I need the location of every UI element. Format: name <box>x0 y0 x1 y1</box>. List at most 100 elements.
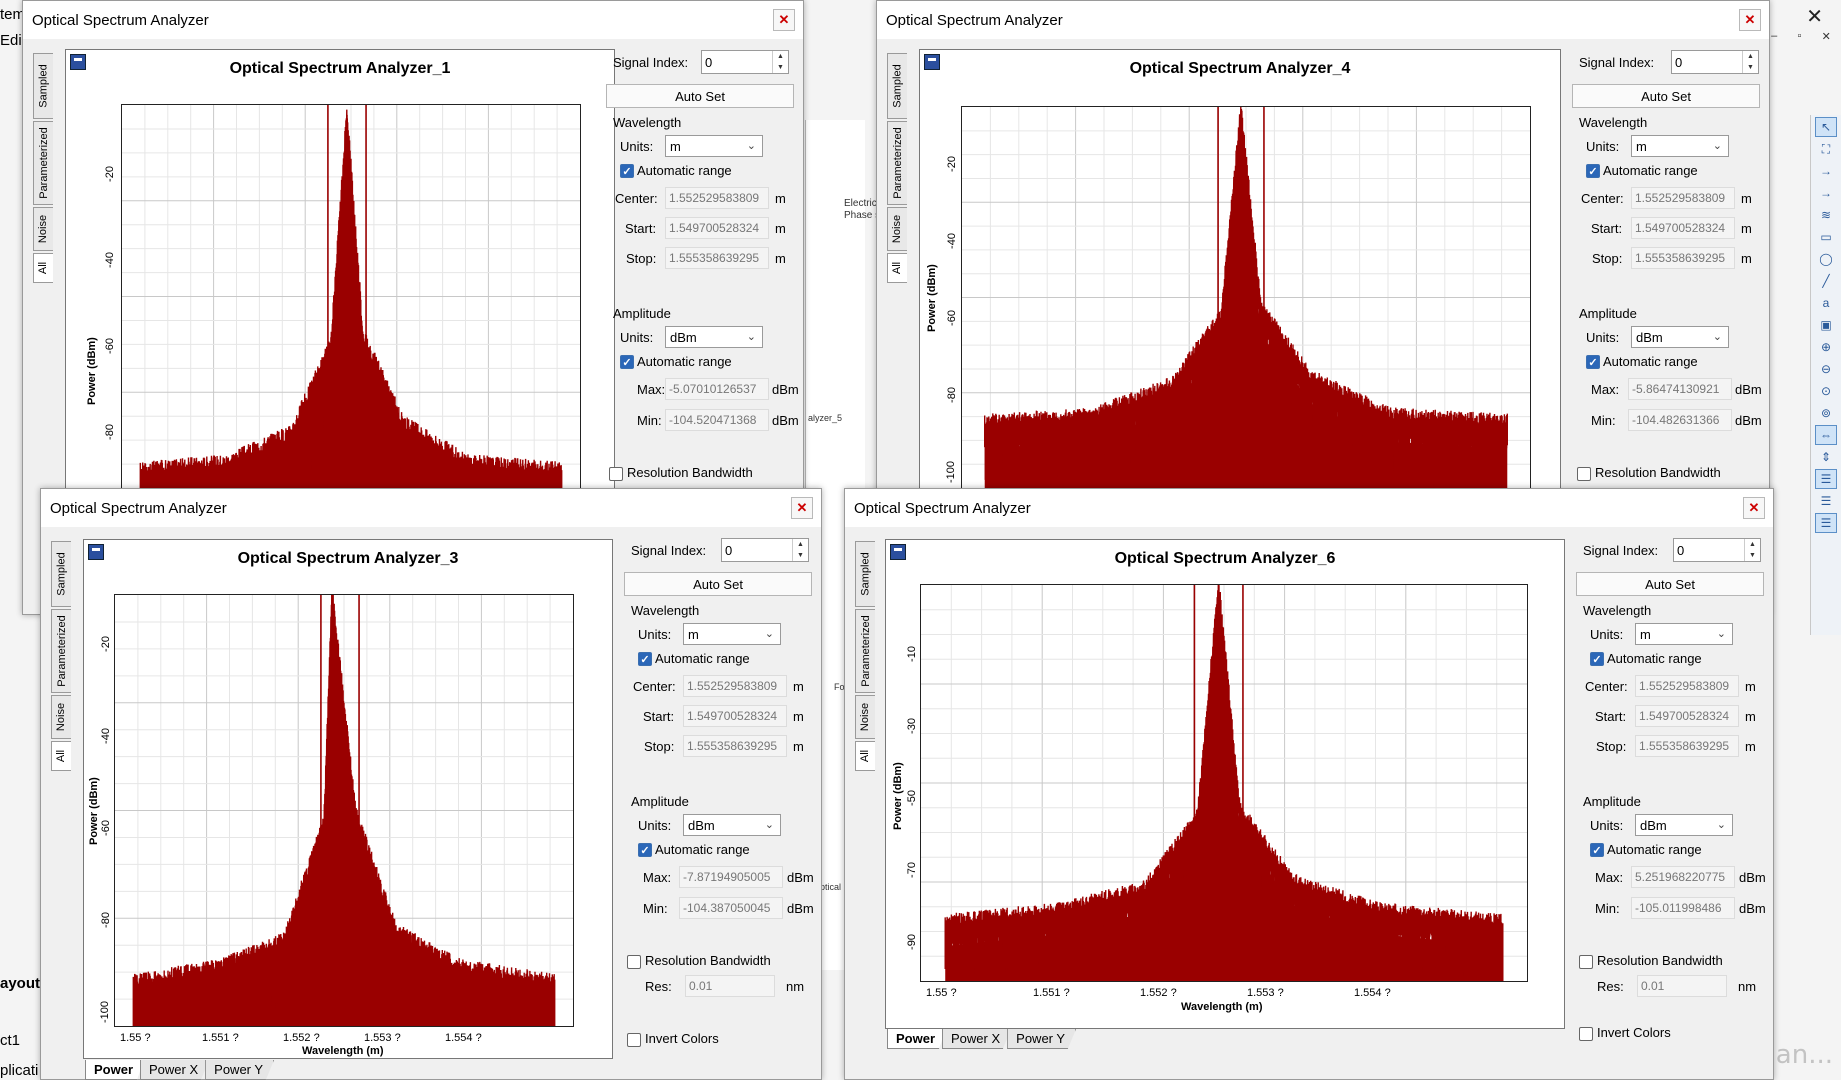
max-field[interactable]: -5.86474130921 <box>1628 378 1732 400</box>
amplitude-auto-range-checkbox[interactable]: ✓ <box>620 355 634 369</box>
start-field[interactable]: 1.549700528324 <box>665 217 769 239</box>
zoom-out-icon[interactable]: ⊖ <box>1820 362 1832 376</box>
image-tool-icon[interactable]: ▣ <box>1820 318 1832 332</box>
wavelength-auto-range-checkbox[interactable]: ✓ <box>638 652 652 666</box>
amplitude-units-select[interactable]: dBm ⌄ <box>665 326 763 348</box>
ellipse-tool-icon[interactable]: ◯ <box>1819 252 1833 266</box>
graph-menu-icon[interactable] <box>70 54 86 70</box>
tab-power-y[interactable]: Power Y <box>1007 1029 1077 1049</box>
graph-menu-icon[interactable] <box>890 544 906 560</box>
fit-width-icon[interactable]: ⇔ <box>1815 425 1837 445</box>
tab-noise[interactable]: Noise <box>855 695 875 739</box>
stop-field[interactable]: 1.555358639295 <box>1635 735 1739 757</box>
mdi-window-controls[interactable]: – ▫ ✕ <box>1771 30 1831 43</box>
auto-set-button[interactable]: Auto Set <box>1572 84 1760 108</box>
link-tool-icon[interactable]: → <box>1820 164 1832 178</box>
amplitude-units-select[interactable]: dBm ⌄ <box>683 814 781 836</box>
layer3-icon[interactable]: ☰ <box>1815 513 1837 533</box>
start-field[interactable]: 1.549700528324 <box>1631 217 1735 239</box>
amplitude-units-select[interactable]: dBm ⌄ <box>1631 326 1729 348</box>
window-title[interactable]: Optical Spectrum Analyzer <box>23 1 803 39</box>
tab-noise[interactable]: Noise <box>51 695 71 739</box>
bg-tab-ct1[interactable]: ct1 <box>0 1032 21 1049</box>
min-field[interactable]: -104.482631366 <box>1628 409 1732 431</box>
center-field[interactable]: 1.552529583809 <box>1631 187 1735 209</box>
min-field[interactable]: -104.387050045 <box>679 897 783 919</box>
tab-all[interactable]: All <box>51 741 71 771</box>
rectangle-tool-icon[interactable]: ▭ <box>1820 230 1832 244</box>
tab-power-y[interactable]: Power Y <box>205 1060 275 1080</box>
signal-index-spinner[interactable]: 0 ▲ ▼ <box>721 538 809 562</box>
min-field[interactable]: -104.520471368 <box>665 409 769 431</box>
wavelength-auto-range-checkbox[interactable]: ✓ <box>620 164 634 178</box>
graph-menu-icon[interactable] <box>924 54 940 70</box>
stop-field[interactable]: 1.555358639295 <box>665 247 769 269</box>
pointer-tool-icon[interactable]: ↖ <box>1815 117 1837 137</box>
wavelength-units-select[interactable]: m ⌄ <box>1631 135 1729 157</box>
start-field[interactable]: 1.549700528324 <box>683 705 787 727</box>
spectrum-plot[interactable] <box>114 594 574 1027</box>
invert-colors-checkbox[interactable] <box>1579 1027 1593 1041</box>
tab-power[interactable]: Power <box>887 1029 947 1049</box>
tab-sampled[interactable]: Sampled <box>51 541 71 607</box>
center-field[interactable]: 1.552529583809 <box>683 675 787 697</box>
amplitude-auto-range-checkbox[interactable]: ✓ <box>638 843 652 857</box>
signal-index-spinner[interactable]: 0 ▲ ▼ <box>701 50 789 74</box>
window-title[interactable]: Optical Spectrum Analyzer <box>845 489 1773 527</box>
tab-parameterized[interactable]: Parameterized <box>855 609 875 693</box>
auto-set-button[interactable]: Auto Set <box>1576 572 1764 596</box>
amplitude-auto-range-checkbox[interactable]: ✓ <box>1590 843 1604 857</box>
res-field[interactable]: 0.01 <box>1637 975 1727 997</box>
zoom-fit-icon[interactable]: ⊙ <box>1820 384 1832 398</box>
wavelength-auto-range-checkbox[interactable]: ✓ <box>1586 164 1600 178</box>
line-tool-icon[interactable]: ╱ <box>1822 274 1830 288</box>
window-title[interactable]: Optical Spectrum Analyzer <box>41 489 821 527</box>
resolution-bandwidth-checkbox[interactable] <box>1577 467 1591 481</box>
res-field[interactable]: 0.01 <box>685 975 775 997</box>
layer-icon[interactable]: ☰ <box>1815 469 1837 489</box>
center-field[interactable]: 1.552529583809 <box>1635 675 1739 697</box>
tab-power-x[interactable]: Power X <box>140 1060 210 1080</box>
signal-index-spinner[interactable]: 0 ▲ ▼ <box>1673 538 1761 562</box>
tab-parameterized[interactable]: Parameterized <box>33 121 53 205</box>
text-tool-icon[interactable]: a <box>1822 296 1830 310</box>
tab-power[interactable]: Power <box>85 1060 145 1080</box>
tab-all[interactable]: All <box>887 253 907 283</box>
stop-field[interactable]: 1.555358639295 <box>1631 247 1735 269</box>
stop-field[interactable]: 1.555358639295 <box>683 735 787 757</box>
close-icon[interactable]: ✕ <box>791 497 813 519</box>
resolution-bandwidth-checkbox[interactable] <box>1579 955 1593 969</box>
fit-height-icon[interactable]: ⇕ <box>1820 450 1832 464</box>
close-icon[interactable]: ✕ <box>1739 9 1761 31</box>
tab-sampled[interactable]: Sampled <box>855 541 875 607</box>
arrow-tool-icon[interactable]: → <box>1820 186 1832 200</box>
window-title[interactable]: Optical Spectrum Analyzer <box>877 1 1769 39</box>
tab-all[interactable]: All <box>33 253 53 283</box>
main-close-icon[interactable]: ✕ <box>1806 6 1823 28</box>
layer2-icon[interactable]: ☰ <box>1820 494 1832 508</box>
bg-text-edit[interactable]: Edi <box>0 32 22 49</box>
spectrum-plot[interactable] <box>920 584 1528 982</box>
tab-sampled[interactable]: Sampled <box>33 53 53 119</box>
auto-set-button[interactable]: Auto Set <box>624 572 812 596</box>
tab-all[interactable]: All <box>855 741 875 771</box>
close-icon[interactable]: ✕ <box>773 9 795 31</box>
amplitude-auto-range-checkbox[interactable]: ✓ <box>1586 355 1600 369</box>
select-area-icon[interactable]: ⛶ <box>1821 141 1831 156</box>
graph-menu-icon[interactable] <box>88 544 104 560</box>
bus-tool-icon[interactable]: ≋ <box>1820 208 1832 222</box>
min-field[interactable]: -105.011998486 <box>1631 897 1735 919</box>
start-field[interactable]: 1.549700528324 <box>1635 705 1739 727</box>
wavelength-auto-range-checkbox[interactable]: ✓ <box>1590 652 1604 666</box>
tab-noise[interactable]: Noise <box>33 207 53 251</box>
signal-index-spinner[interactable]: 0 ▲ ▼ <box>1671 50 1759 74</box>
close-icon[interactable]: ✕ <box>1743 497 1765 519</box>
spectrum-plot[interactable] <box>961 106 1531 489</box>
max-field[interactable]: -7.87194905005 <box>679 866 783 888</box>
wavelength-units-select[interactable]: m ⌄ <box>1635 623 1733 645</box>
tab-parameterized[interactable]: Parameterized <box>887 121 907 205</box>
tab-sampled[interactable]: Sampled <box>887 53 907 119</box>
max-field[interactable]: 5.251968220775 <box>1631 866 1735 888</box>
resolution-bandwidth-checkbox[interactable] <box>627 955 641 969</box>
auto-set-button[interactable]: Auto Set <box>606 84 794 108</box>
